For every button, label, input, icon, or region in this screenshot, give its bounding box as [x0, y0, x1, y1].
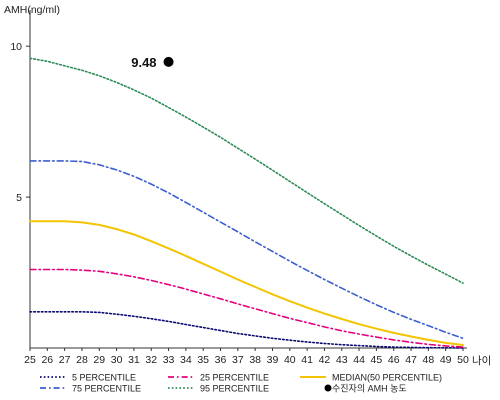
x-tick-label: 37: [232, 354, 244, 366]
series-line-4: [29, 57, 464, 284]
series-line-2: [29, 220, 464, 346]
legend-label: 수진자의 AMH 농도: [332, 384, 407, 394]
x-axis-label: 나이: [472, 355, 491, 367]
x-tick-label: 48: [423, 354, 435, 366]
x-tick-label: 31: [128, 354, 140, 366]
x-tick-label: 43: [336, 354, 348, 366]
x-tick-label: 28: [76, 354, 88, 366]
x-tick-label: 40: [284, 354, 296, 366]
x-tick-label: 30: [111, 354, 123, 366]
series-line-0: [29, 311, 464, 349]
series-line-1: [29, 268, 464, 348]
legend-label: 25 PERCENTILE: [200, 373, 269, 383]
y-tick-label: 10: [10, 41, 22, 53]
x-tick-label: 42: [319, 354, 331, 366]
x-tick-label: 35: [197, 354, 209, 366]
x-tick-label: 33: [163, 354, 175, 366]
x-tick-label: 50: [457, 354, 469, 366]
series-line-3: [29, 160, 464, 340]
x-tick-label: 29: [93, 354, 105, 366]
x-tick-label: 44: [353, 354, 365, 366]
y-axis-label: AMH(ng/ml): [4, 4, 60, 16]
legend-point-swatch: [324, 384, 332, 392]
y-tick-label: 5: [16, 192, 22, 204]
legend: 5 PERCENTILE 25 PERCENTILE MEDIAN(50 PERCE…: [40, 373, 442, 394]
x-tick-label: 26: [41, 354, 53, 366]
patient-point-marker: [163, 56, 174, 67]
legend-label: 5 PERCENTILE: [72, 373, 136, 383]
x-tick-label: 49: [440, 354, 452, 366]
x-tick-label: 38: [249, 354, 261, 366]
legend-label: MEDIAN(50 PERCENTILE): [332, 373, 442, 383]
x-tick-label: 47: [405, 354, 417, 366]
x-tick-label: 45: [371, 354, 383, 366]
legend-label: 95 PERCENTILE: [200, 384, 269, 394]
x-tick-label: 46: [388, 354, 400, 366]
x-tick-label: 32: [145, 354, 157, 366]
x-tick-label: 39: [267, 354, 279, 366]
x-tick-label: 41: [301, 354, 313, 366]
axes: AMH(ng/ml) 5 10 25 26 27 28 29 30 31 32 33 34 35 36 37 3…: [4, 4, 491, 367]
legend-label: 75 PERCENTILE: [72, 384, 141, 394]
x-tick-label: 36: [215, 354, 227, 366]
x-tick-label: 27: [59, 354, 71, 366]
points-layer: 9.48: [131, 55, 174, 70]
x-tick-label: 25: [24, 354, 36, 366]
x-tick-label: 34: [180, 354, 192, 366]
patient-point-label: 9.48: [131, 55, 156, 70]
series-layer: [29, 57, 464, 349]
